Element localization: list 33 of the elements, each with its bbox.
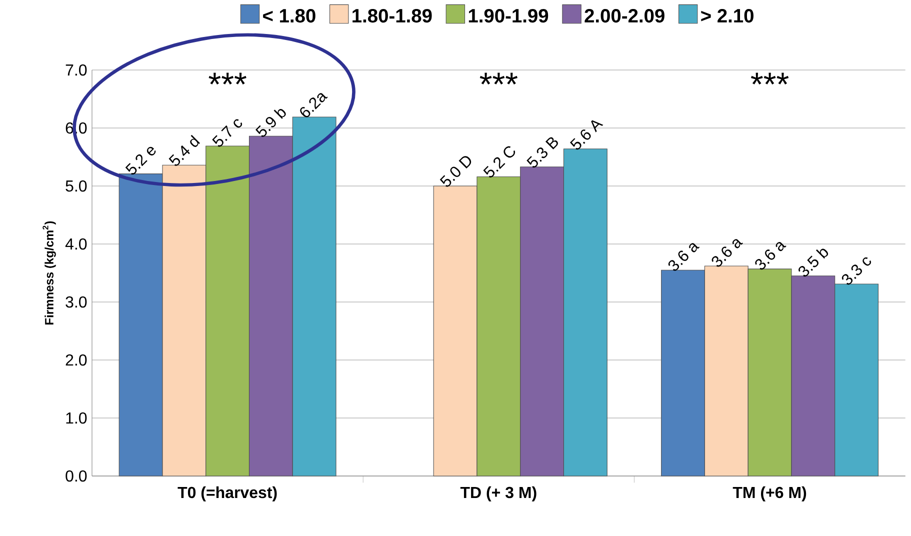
data-label: 5.2 e [125, 146, 156, 175]
y-tick-label: 5.0 [66, 180, 87, 192]
legend-label: 1.90-1.99 [468, 8, 548, 23]
y-tick-label: 3.0 [66, 296, 87, 308]
data-label: 3.6 a [755, 242, 786, 270]
x-tick-label: T0 (=harvest) [178, 486, 277, 502]
y-tick-label: 0.0 [66, 470, 87, 482]
data-label: 5.6 A [570, 120, 604, 150]
x-tick-label: TD (+ 3 M) [460, 486, 536, 502]
data-label: 5.4 d [168, 134, 200, 166]
data-label: 3.6 a [712, 239, 743, 267]
legend-label: 1.80-1.89 [352, 8, 432, 23]
data-label: 5.0 D [440, 156, 472, 187]
legend-label: < 1.80 [263, 8, 316, 23]
data-label: 5.7 c [212, 119, 242, 147]
y-tick-label: 1.0 [66, 412, 87, 424]
data-label: 6.2a [300, 93, 328, 118]
data-label: 5.3 B [526, 137, 558, 168]
data-label: 3.5 b [798, 248, 828, 277]
y-tick-label: 7.0 [66, 64, 87, 76]
y-axis-title: Firmness (kg/cm$^{2}$) [42, 221, 56, 324]
data-label: 3.3 c [842, 257, 872, 285]
data-label: 5.9 b [256, 108, 286, 137]
y-tick-label: 2.0 [66, 354, 87, 366]
annotation: *** [750, 72, 789, 84]
legend-label: > 2.10 [701, 8, 754, 23]
data-label: 5.2 C [483, 146, 516, 178]
y-tick-label: 4.0 [65, 238, 87, 250]
data-label: 3.6 a [668, 243, 700, 271]
annotation: *** [208, 72, 246, 84]
x-tick-label: TM (+6 M) [732, 486, 806, 502]
legend-label: 2.00-2.09 [584, 8, 664, 23]
annotation: *** [480, 72, 518, 84]
